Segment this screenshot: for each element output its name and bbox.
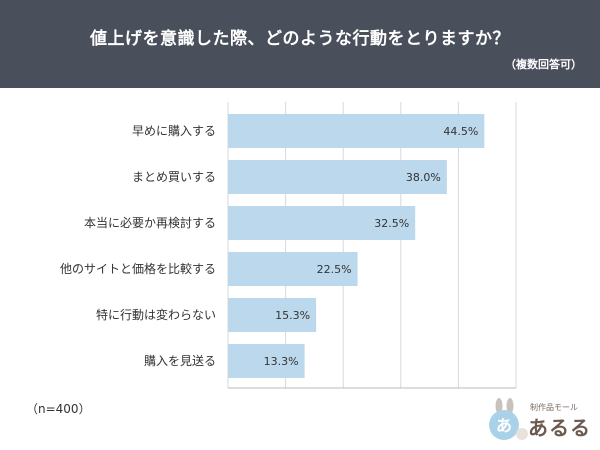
tick-label-0: 0: [225, 396, 232, 398]
bar-0: [228, 114, 485, 148]
tick-label-40: 40: [451, 396, 465, 398]
tick-label-50: 50: [509, 396, 523, 398]
bar-chart: 早めに購入する 44.5% まとめ買いする 38.0% 本当に必要か再検討する 32.5%…: [60, 102, 523, 398]
category-label-5: 購入を見送る: [144, 353, 216, 368]
bar-4: [228, 298, 317, 332]
bar-3: [228, 252, 358, 286]
value-label-3: 22.5%: [317, 263, 352, 276]
value-label-0: 44.5%: [443, 125, 478, 138]
bar-2: [228, 206, 416, 240]
category-label-1: まとめ買いする: [132, 170, 216, 184]
value-label-2: 32.5%: [374, 217, 409, 230]
tick-label-30: 30: [394, 396, 408, 398]
value-label-4: 15.3%: [275, 309, 310, 322]
tick-label-10: 10: [279, 396, 293, 398]
category-label-3: 他のサイトと価格を比較する: [60, 261, 216, 276]
category-label-2: 本当に必要か再検討する: [84, 215, 216, 230]
logo-tagline: 制作品モール: [530, 403, 578, 412]
bar-5: [228, 344, 305, 378]
brand-logo: あ 制作品モール あるる: [486, 398, 590, 444]
bar-1: [228, 160, 447, 194]
chart-title: 値上げを意識した際、どのような行動をとりますか？: [90, 29, 510, 49]
sample-size-note: （n=400）: [26, 402, 91, 416]
logo-name: あるる: [528, 416, 591, 440]
category-label-0: 早めに購入する: [132, 124, 216, 138]
chart-subtitle: （複数回答可）: [505, 58, 582, 71]
value-label-1: 38.0%: [406, 171, 441, 184]
category-label-4: 特に行動は変わらない: [96, 307, 216, 322]
logo-badge-char: あ: [496, 416, 512, 435]
rabbit-mascot-icon: あ: [489, 398, 528, 440]
tick-label-20: 20: [336, 396, 350, 398]
chart-header: 値上げを意識した際、どのような行動をとりますか？ （複数回答可）: [0, 0, 600, 88]
value-label-5: 13.3%: [264, 355, 299, 368]
